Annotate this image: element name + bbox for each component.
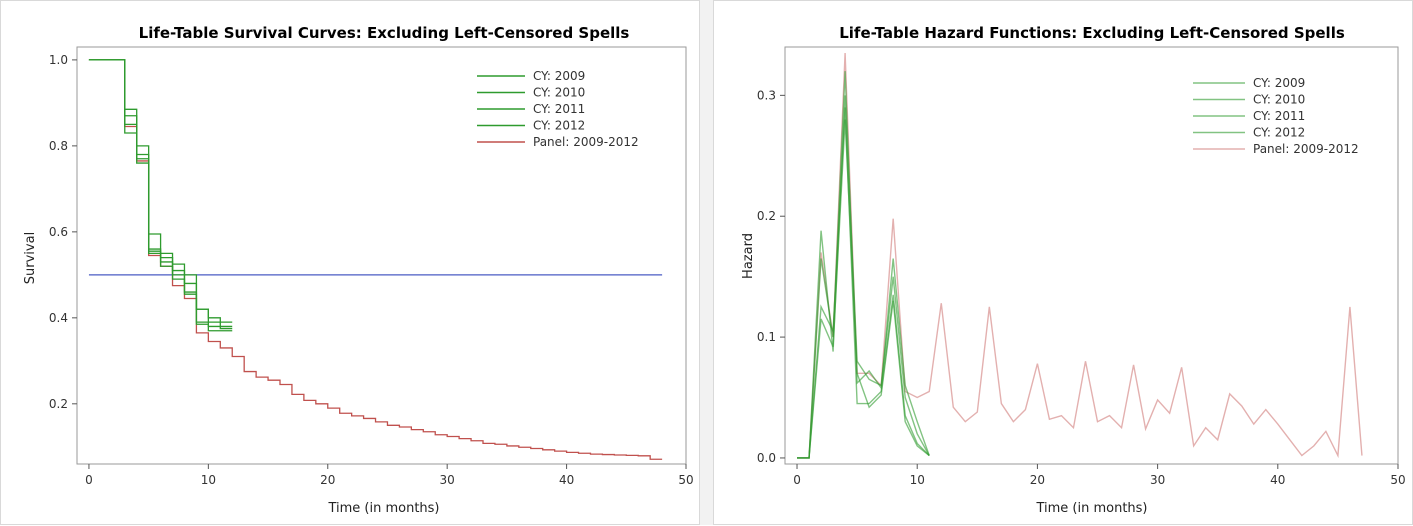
plot-area-frame <box>784 46 1399 465</box>
y-axis-label: Hazard <box>741 233 756 279</box>
x-tick-label: 20 <box>1030 473 1045 487</box>
survival-chart: Life-Table Survival Curves: Excluding Le… <box>23 24 694 516</box>
legend-label: CY: 2011 <box>1253 109 1305 123</box>
x-tick-label: 50 <box>1390 473 1405 487</box>
series-line-cy-2010 <box>797 95 930 459</box>
chart-title: Life-Table Hazard Functions: Excluding L… <box>839 24 1345 42</box>
series-line-cy-2010 <box>88 59 233 328</box>
series-line-cy-2009 <box>797 107 930 459</box>
legend-label: CY: 2009 <box>1253 76 1305 90</box>
legend-label: CY: 2012 <box>1253 126 1305 140</box>
hazard-chart-panel: Life-Table Hazard Functions: Excluding L… <box>713 0 1413 525</box>
legend-label: CY: 2010 <box>533 86 585 100</box>
plot-area-frame <box>76 46 687 465</box>
series-line-cy-2012 <box>88 59 233 332</box>
x-tick-label: 30 <box>1150 473 1165 487</box>
y-tick-label: 0.2 <box>757 209 776 223</box>
chart-title: Life-Table Survival Curves: Excluding Le… <box>139 24 630 42</box>
series-line-panel-2009-2012 <box>797 53 1363 459</box>
series-line-panel-2009-2012 <box>88 59 663 460</box>
y-tick-label: 1.0 <box>49 53 68 67</box>
y-tick-label: 0.1 <box>757 330 776 344</box>
x-tick-label: 0 <box>793 473 801 487</box>
x-tick-label: 30 <box>440 473 455 487</box>
y-tick-label: 0.3 <box>757 88 776 102</box>
x-axis-label: Time (in months) <box>327 501 439 516</box>
legend-label: Panel: 2009-2012 <box>533 135 639 149</box>
x-tick-label: 10 <box>910 473 925 487</box>
series-line-cy-2009 <box>88 59 233 323</box>
y-axis-label: Survival <box>23 232 38 284</box>
x-tick-label: 20 <box>320 473 335 487</box>
x-tick-label: 40 <box>1270 473 1285 487</box>
panel-divider <box>700 0 713 525</box>
series-line-cy-2011 <box>88 59 233 330</box>
y-tick-label: 0.0 <box>757 451 776 465</box>
x-axis-label: Time (in months) <box>1035 501 1147 516</box>
series-line-cy-2011 <box>797 71 930 459</box>
series-line-cy-2012 <box>797 119 930 459</box>
survival-chart-panel: Life-Table Survival Curves: Excluding Le… <box>0 0 700 525</box>
legend-label: CY: 2009 <box>533 69 585 83</box>
hazard-chart: Life-Table Hazard Functions: Excluding L… <box>741 24 1406 516</box>
x-tick-label: 40 <box>559 473 574 487</box>
x-tick-label: 0 <box>85 473 93 487</box>
y-tick-label: 0.6 <box>49 225 68 239</box>
y-tick-label: 0.8 <box>49 139 68 153</box>
y-tick-label: 0.4 <box>49 311 68 325</box>
legend-label: CY: 2011 <box>533 102 585 116</box>
x-tick-label: 50 <box>678 473 693 487</box>
x-tick-label: 10 <box>201 473 216 487</box>
y-tick-label: 0.2 <box>49 397 68 411</box>
legend-label: Panel: 2009-2012 <box>1253 142 1359 156</box>
legend-label: CY: 2010 <box>1253 93 1305 107</box>
legend-label: CY: 2012 <box>533 119 585 133</box>
